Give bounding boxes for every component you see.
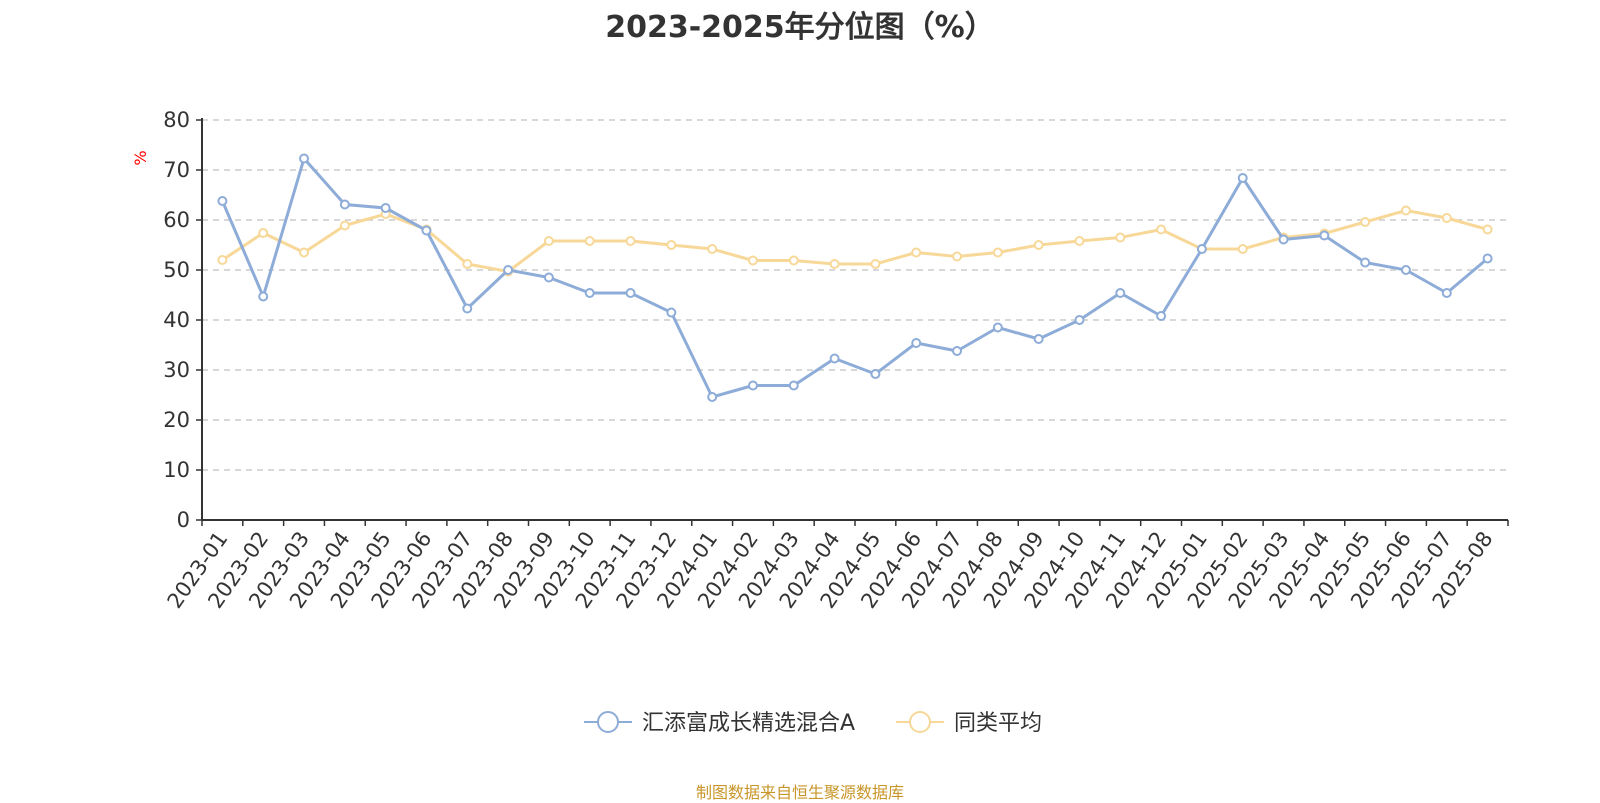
data-point xyxy=(870,369,881,379)
data-point xyxy=(299,247,310,258)
y-tick-label: 70 xyxy=(163,158,190,182)
data-point xyxy=(666,240,677,250)
data-point xyxy=(339,199,350,210)
data-point xyxy=(1319,230,1330,241)
data-point xyxy=(1400,265,1411,275)
y-tick-label: 40 xyxy=(163,308,190,332)
data-point xyxy=(1360,217,1371,227)
data-point xyxy=(911,247,922,258)
legend-marker xyxy=(909,711,931,733)
data-point xyxy=(788,380,799,391)
y-tick-label: 20 xyxy=(163,408,190,432)
data-point xyxy=(1033,240,1044,250)
data-point xyxy=(217,196,228,206)
series-line xyxy=(221,157,1489,399)
data-point xyxy=(258,291,269,302)
data-point xyxy=(1115,288,1126,298)
data-point xyxy=(1196,244,1207,254)
data-point xyxy=(829,259,840,269)
legend-marker xyxy=(597,711,619,733)
data-point xyxy=(1156,311,1167,321)
legend-label: 汇添富成长精选混合A xyxy=(642,711,855,736)
y-tick-label: 80 xyxy=(163,108,190,132)
data-point xyxy=(1441,288,1452,298)
data-point xyxy=(1115,232,1126,243)
legend-item[interactable]: 同类平均 xyxy=(896,711,1042,736)
data-point xyxy=(952,251,963,262)
data-point xyxy=(1482,224,1493,235)
data-point xyxy=(1360,257,1371,268)
y-tick-label: 30 xyxy=(163,358,190,382)
data-point xyxy=(870,259,881,269)
data-point xyxy=(339,220,350,231)
data-point xyxy=(747,380,758,391)
data-point xyxy=(503,265,514,275)
data-point xyxy=(462,259,473,269)
series-line xyxy=(221,209,1489,273)
data-point xyxy=(258,228,269,238)
data-point xyxy=(788,255,799,266)
series-layer xyxy=(217,153,1493,402)
data-point xyxy=(666,307,677,318)
data-point xyxy=(707,392,718,402)
legend-item[interactable]: 汇添富成长精选混合A xyxy=(584,711,855,736)
gridlines xyxy=(202,119,1508,471)
data-point xyxy=(1482,253,1493,264)
data-point xyxy=(747,255,758,266)
data-point xyxy=(952,346,963,356)
data-point xyxy=(421,225,432,236)
data-point xyxy=(1400,205,1411,216)
y-axis-unit-label: % xyxy=(131,150,150,165)
data-point xyxy=(625,236,636,246)
data-point xyxy=(1074,236,1085,246)
data-point xyxy=(462,303,473,314)
chart-title: 2023-2025年分位图（%） xyxy=(605,10,995,45)
data-point xyxy=(584,288,595,298)
legend[interactable]: 汇添富成长精选混合A 同类平均 xyxy=(584,711,1042,736)
data-point xyxy=(1441,213,1452,223)
data-point xyxy=(1033,334,1044,344)
data-point xyxy=(625,288,636,298)
y-tick-label: 60 xyxy=(163,208,190,232)
data-point xyxy=(992,322,1003,333)
data-point xyxy=(992,247,1003,258)
data-point xyxy=(543,236,554,246)
data-point xyxy=(543,272,554,283)
y-tick-label: 0 xyxy=(177,508,190,532)
data-point xyxy=(299,153,310,164)
data-point xyxy=(380,203,391,213)
y-tick-label: 50 xyxy=(163,258,190,282)
data-point xyxy=(1278,234,1289,245)
legend-label: 同类平均 xyxy=(954,711,1042,736)
data-point xyxy=(1237,173,1248,183)
data-point xyxy=(829,353,840,364)
y-tick-label: 10 xyxy=(163,458,190,482)
source-note: 制图数据来自恒生聚源数据库 xyxy=(695,783,904,802)
data-point xyxy=(1237,244,1248,254)
data-point xyxy=(911,338,922,348)
data-point xyxy=(217,255,228,265)
data-point xyxy=(707,244,718,254)
data-point xyxy=(1156,224,1167,235)
data-point xyxy=(1074,315,1085,325)
data-point xyxy=(584,236,595,246)
